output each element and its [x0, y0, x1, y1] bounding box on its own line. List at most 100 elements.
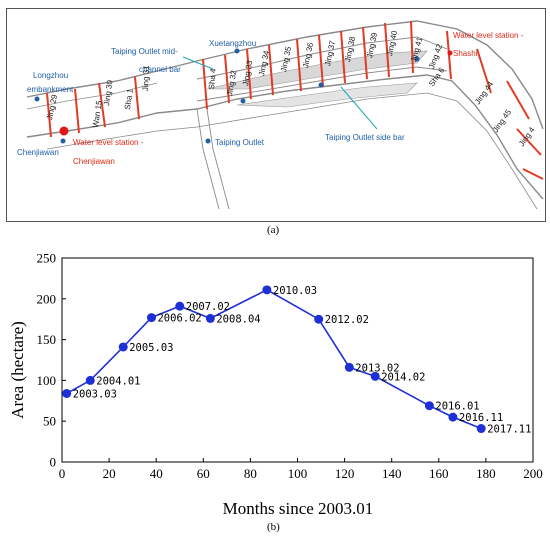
section-line	[74, 88, 80, 134]
section-label: Sha 4	[207, 68, 218, 90]
data-point	[344, 362, 354, 372]
section-line	[268, 44, 274, 96]
data-point-label: 2016.11	[459, 412, 503, 424]
taiping-outlet-dot	[205, 138, 211, 144]
y-tick-label: 200	[37, 291, 57, 306]
label-wl-chenjiawan-1: Water level station -	[73, 138, 144, 147]
shashi-station-dot	[447, 50, 453, 56]
xuetangzhou-dot	[234, 48, 240, 54]
label-wl-chenjiawan-2: Chenjiawan	[73, 157, 115, 166]
leader-sidebar	[340, 86, 378, 130]
chenjiawan-station-dot	[59, 126, 69, 136]
section-line	[384, 22, 390, 78]
data-point-label: 2017.11	[487, 424, 531, 436]
panel-a-caption: (a)	[267, 224, 280, 236]
label-side-bar: Taiping Outlet side bar	[325, 133, 405, 142]
data-point	[85, 375, 95, 385]
data-point	[175, 301, 185, 311]
label-xuetangzhou: Xuetangzhou	[209, 39, 257, 48]
data-point	[448, 412, 458, 422]
longzhou-dot	[34, 96, 40, 102]
section-line	[506, 80, 530, 120]
x-tick-label: 20	[103, 466, 116, 481]
x-axis-title: Months since 2003.01	[223, 499, 374, 518]
river-map	[26, 20, 544, 210]
x-tick-label: 60	[197, 466, 210, 481]
area-line-chart: 0 20 40 60 80 100 120 140 160 180 200 0 50 100 150 200…	[8, 251, 543, 519]
section-line	[202, 58, 208, 110]
label-wl-shashi-1: Water level station -	[453, 31, 524, 40]
y-ticks: 0 50 100 150 200 250	[37, 251, 66, 470]
outlet-channel	[196, 108, 220, 210]
label-wl-shashi-2: Shashi	[453, 49, 478, 58]
section-line	[522, 168, 544, 180]
x-tick-label: 120	[335, 466, 355, 481]
x-tick-label: 140	[382, 466, 402, 481]
south-bank	[26, 74, 544, 200]
data-point	[205, 313, 215, 323]
series-group	[62, 285, 486, 434]
data-point	[314, 314, 324, 324]
label-taiping-outlet: Taiping Outlet	[215, 138, 264, 147]
label-chenjiawan: Chenjiawan	[17, 148, 59, 157]
section-line	[362, 26, 368, 80]
x-ticks: 0 20 40 60 80 100 120 140 160 180 200	[59, 458, 543, 481]
data-point-label: 2016.01	[435, 401, 479, 413]
y-tick-label: 150	[37, 332, 57, 347]
y-axis-title: Area (hectare)	[8, 321, 27, 419]
x-tick-label: 100	[288, 466, 308, 481]
panel-b-caption: (b)	[267, 521, 280, 533]
section-lines	[46, 20, 544, 180]
data-point-label: 2007.02	[186, 301, 230, 313]
x-tick-label: 200	[523, 466, 543, 481]
section-line	[224, 54, 230, 104]
x-tick-label: 180	[476, 466, 496, 481]
data-point-label: 2004.01	[96, 375, 140, 387]
label-midchannel-2: channel bar	[139, 65, 181, 74]
data-point	[62, 388, 72, 398]
y-tick-label: 100	[37, 373, 57, 388]
y-tick-label: 250	[37, 251, 57, 266]
section-line	[46, 92, 52, 138]
section-line	[318, 34, 324, 88]
series-line	[66, 288, 482, 430]
data-point	[146, 313, 156, 323]
data-point-label: 2008.04	[216, 313, 260, 325]
leader-midchannel	[182, 56, 214, 70]
north-bank	[26, 20, 544, 130]
chenjiawan-dot	[60, 138, 66, 144]
leader-lines	[182, 56, 378, 130]
shashi-dot	[414, 56, 420, 62]
y-tick-label: 0	[50, 455, 57, 470]
section-label: Jing 31	[141, 65, 151, 92]
data-point-label: 2014.02	[381, 371, 425, 383]
data-point	[262, 285, 272, 295]
x-tick-label: 40	[150, 466, 163, 481]
sidebar-dot-2	[318, 82, 324, 88]
label-midchannel-1: Taiping Outlet mid-	[111, 47, 178, 56]
data-point-label: 2005.03	[129, 342, 173, 354]
section-line	[296, 38, 302, 92]
data-point-label: 2003.03	[73, 388, 117, 400]
midchannel-bar-shape	[206, 50, 428, 90]
section-line	[134, 76, 140, 120]
section-line	[476, 48, 492, 94]
south-bank-outer	[46, 92, 538, 210]
data-point-label: 2010.03	[273, 285, 317, 297]
section-line	[516, 128, 542, 156]
label-embankment: embankment	[27, 85, 74, 94]
data-point	[424, 401, 434, 411]
data-point-label: 2012.02	[325, 314, 369, 326]
x-tick-label: 80	[244, 466, 257, 481]
data-point-label: 2006.02	[157, 313, 201, 325]
label-longzhou: Longzhou	[33, 71, 69, 80]
outlet-channel-2	[206, 108, 230, 210]
side-bar-shape	[236, 82, 418, 108]
x-tick-label: 160	[429, 466, 449, 481]
section-line	[340, 30, 346, 84]
inner-channel-2	[196, 66, 448, 102]
data-point	[118, 342, 128, 352]
data-point-label: 2013.02	[355, 362, 399, 374]
map-panel: Longzhou embankment Chenjiawan Water lev…	[6, 8, 546, 222]
